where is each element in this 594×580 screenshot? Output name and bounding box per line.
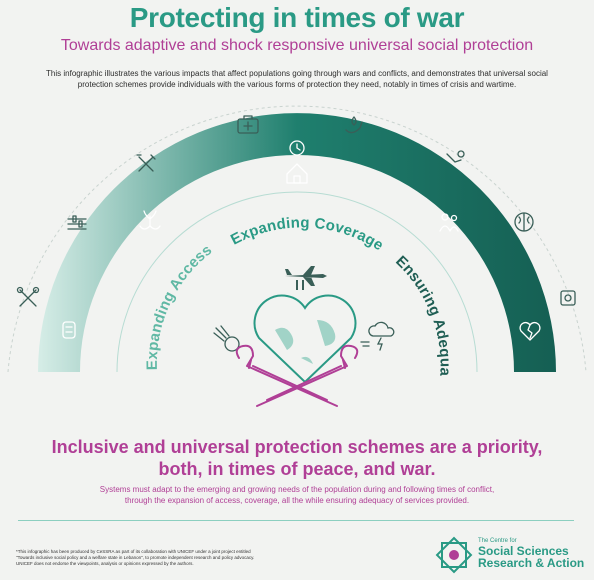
storm-cloud-icon [360, 321, 395, 351]
comet-icon [213, 325, 240, 352]
footnote-line: UNICEF does not endorse the viewpoints, … [16, 561, 194, 566]
hand-coin-icon [446, 150, 465, 163]
intro-line: protection schemes provide individuals w… [77, 80, 517, 89]
tools-icon [67, 215, 87, 230]
description-line: Systems must adapt to the emerging and g… [99, 485, 495, 494]
headline-line: both, in times of peace, and war. [158, 459, 436, 479]
infographic-graphic: Expanding Access Expanding Coverage Ensu… [0, 0, 587, 407]
logo-line: Social Sciences [478, 544, 569, 558]
divider [18, 520, 574, 521]
intro-line: This infographic illustrates the various… [46, 69, 548, 78]
money-hand-icon [560, 290, 576, 306]
intro-text: This infographic illustrates the various… [30, 68, 564, 90]
brain-icon [514, 212, 534, 232]
page-subtitle: Towards adaptive and shock responsive un… [60, 37, 534, 54]
logo-emblem-icon [435, 536, 473, 574]
crossed-arms-icon [235, 344, 359, 407]
house-icon [286, 163, 308, 184]
footnote-line: *This infographic has been produced by C… [16, 549, 251, 554]
clock-icon [289, 140, 305, 156]
fork-knife-icon [136, 154, 156, 172]
headline: Inclusive and universal protection schem… [20, 436, 574, 480]
outer-dashed-arc [7, 105, 587, 373]
headline-line: Inclusive and universal protection schem… [51, 437, 543, 457]
first-aid-kit-icon [237, 115, 259, 134]
label-expanding-access: Expanding Access [144, 241, 216, 370]
family-icon [439, 213, 459, 232]
logo-small-text: The Centre for [478, 538, 517, 544]
footnote-line: "Towards inclusive social policy and a w… [16, 555, 255, 560]
footnote: *This infographic has been produced by C… [16, 549, 316, 567]
description: Systems must adapt to the emerging and g… [60, 484, 534, 506]
logo-text: The Centre for Social Sciences Research … [478, 538, 590, 569]
description-line: through the expansion of access, coverag… [124, 496, 470, 505]
globe-heart-icon [253, 294, 357, 384]
syringe-icon [62, 321, 76, 339]
warplane-icon [285, 266, 327, 290]
logo-line: Research & Action [478, 556, 585, 570]
scissors-syringe-icon [16, 286, 40, 307]
page-title: Protecting in times of war [129, 2, 465, 33]
label-expanding-coverage: Expanding Coverage [228, 214, 386, 254]
main-arc-band [38, 113, 556, 373]
broken-heart-icon [519, 321, 541, 341]
inner-thin-arc [116, 191, 478, 373]
water-hand-icon [345, 116, 363, 134]
hands-plant-icon [139, 210, 161, 230]
